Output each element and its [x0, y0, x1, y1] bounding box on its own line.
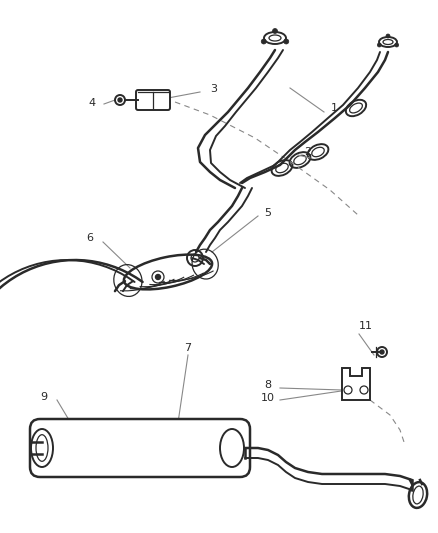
Polygon shape — [342, 368, 370, 400]
Text: 2: 2 — [304, 147, 311, 157]
Circle shape — [272, 28, 278, 34]
Text: 6: 6 — [86, 233, 93, 243]
Text: 5: 5 — [265, 208, 272, 218]
Text: 1: 1 — [331, 103, 338, 113]
Text: 11: 11 — [359, 321, 373, 331]
Circle shape — [261, 39, 266, 44]
Circle shape — [155, 274, 160, 279]
Text: 4: 4 — [88, 98, 95, 108]
Text: 3: 3 — [211, 84, 218, 94]
Text: 9: 9 — [40, 392, 48, 402]
Text: 10: 10 — [261, 393, 275, 403]
FancyBboxPatch shape — [136, 90, 170, 110]
Circle shape — [118, 98, 122, 102]
Circle shape — [386, 34, 390, 38]
Text: 8: 8 — [265, 380, 272, 390]
Text: 7: 7 — [184, 343, 191, 353]
Circle shape — [378, 43, 381, 47]
Circle shape — [380, 350, 384, 354]
Circle shape — [284, 39, 289, 44]
FancyBboxPatch shape — [30, 419, 250, 477]
Circle shape — [395, 43, 399, 47]
